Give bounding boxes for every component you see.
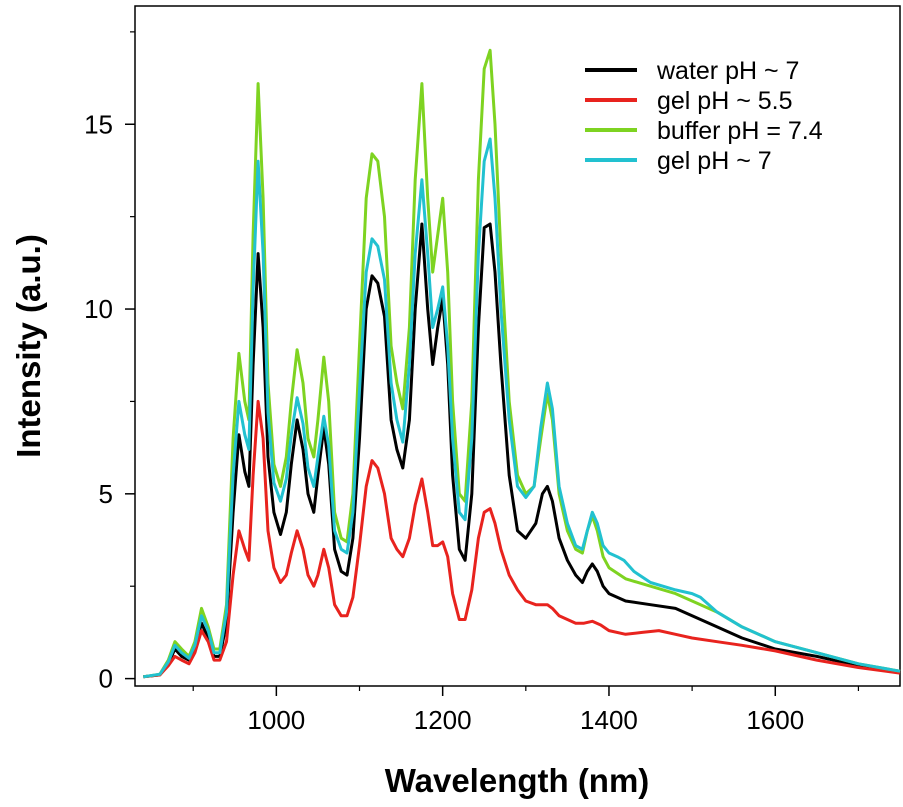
x-axis: 1000 1200 1400 1600 [192, 686, 860, 735]
legend-label: gel pH ~ 5.5 [657, 87, 793, 115]
series-line-0 [143, 222, 901, 679]
series-line-1 [143, 399, 901, 679]
y-tick-label: 0 [99, 664, 113, 694]
legend-label: gel pH ~ 7 [657, 147, 772, 175]
x-tick-label: 1600 [746, 705, 804, 735]
y-tick-label: 15 [84, 109, 113, 139]
plot-frame [134, 5, 901, 687]
series-layer [143, 48, 901, 679]
series-line-3 [143, 137, 901, 679]
x-tick-label: 1000 [247, 705, 305, 735]
y-tick-label: 10 [84, 294, 113, 324]
legend-label: buffer pH = 7.4 [657, 117, 823, 145]
x-tick-label: 1200 [414, 705, 472, 735]
legend-label: water pH ~ 7 [656, 57, 799, 85]
y-axis-title: Intensity (a.u.) [10, 234, 47, 458]
y-tick-label: 5 [99, 479, 113, 509]
x-tick-label: 1400 [580, 705, 638, 735]
y-axis: 0 5 10 15 [84, 31, 135, 694]
x-axis-title: Wavelength (nm) [385, 762, 650, 799]
